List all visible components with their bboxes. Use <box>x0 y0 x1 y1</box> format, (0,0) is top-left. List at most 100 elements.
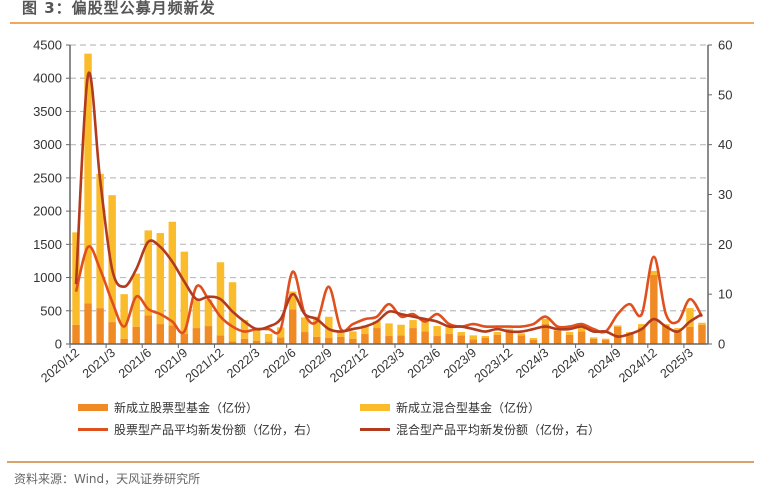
footer-divider <box>7 461 754 463</box>
left-axis-label: 4000 <box>33 71 62 86</box>
bar-mixed <box>361 325 369 335</box>
right-axis-label: 0 <box>718 337 725 352</box>
bar-mixed <box>674 328 682 333</box>
x-axis-label: 2023/3 <box>369 346 407 381</box>
x-axis-label: 2021/12 <box>183 346 227 386</box>
source-note: 资料来源：Wind，天风证券研究所 <box>14 472 201 486</box>
bar-equity <box>337 336 345 344</box>
x-axis-label: 2021/3 <box>80 346 118 381</box>
x-axis-label: 2023/6 <box>405 346 443 381</box>
x-axis-label: 2023/12 <box>472 346 516 386</box>
figure-title: 图 3：偏股型公募月频新发 <box>22 0 216 17</box>
bar-mixed <box>613 325 622 327</box>
bar-mixed <box>589 337 598 339</box>
bar-mixed <box>144 230 152 316</box>
left-axis-label: 2000 <box>33 204 62 219</box>
bar-mixed <box>180 251 189 335</box>
gridlines <box>70 44 708 312</box>
bar-equity <box>349 338 357 344</box>
bar-equity <box>469 339 477 344</box>
right-axis-label: 60 <box>718 38 732 53</box>
bar-mixed <box>264 334 273 342</box>
bar-equity <box>132 326 140 344</box>
legend-label: 新成立混合型基金（亿份） <box>396 401 541 415</box>
bar-equity <box>264 341 273 344</box>
legend-swatch-equity-line <box>78 428 108 431</box>
legend-swatch-mixed-bar <box>360 404 390 411</box>
bar-equity <box>325 338 333 344</box>
left-axis-label: 4500 <box>33 38 62 53</box>
bar-mixed <box>505 328 514 331</box>
bar-mixed <box>529 338 538 341</box>
chart-area: 0 500 1000 1500 2000 2500 3000 3500 4000 4500 0 10 2… <box>33 38 732 386</box>
bar-mixed <box>349 331 357 339</box>
bar-equity <box>529 340 538 344</box>
bar-equity <box>313 336 321 344</box>
legend-label: 混合型产品平均新发份额（亿份，右） <box>396 423 601 437</box>
bar-mixed <box>638 324 646 328</box>
bar-equity <box>361 334 369 344</box>
legend-item-mixed-line: 混合型产品平均新发份额（亿份，右） <box>360 421 600 438</box>
right-axis-label: 30 <box>718 187 732 202</box>
bar-mixed <box>433 326 441 337</box>
bar-equity <box>421 331 429 344</box>
legend-item-mixed-bar: 新成立混合型基金（亿份） <box>360 399 540 416</box>
bar-equity <box>433 336 441 344</box>
bar-equity <box>517 335 526 344</box>
bar-mixed <box>385 323 393 337</box>
left-axis-label: 0 <box>55 337 62 352</box>
right-axis-label: 20 <box>718 237 732 252</box>
bar-mixed <box>409 320 417 329</box>
bar-equity <box>144 315 152 344</box>
bar-equity <box>589 338 598 344</box>
bar-equity <box>180 334 189 344</box>
bar-mixed <box>686 308 694 327</box>
left-axis-label: 500 <box>40 303 62 318</box>
bar-mixed <box>301 317 309 333</box>
bar-mixed <box>421 320 429 332</box>
bar-mixed <box>337 330 345 337</box>
bar-mixed <box>313 316 321 337</box>
bar-mixed <box>650 270 658 275</box>
bar-equity <box>674 332 682 344</box>
bar-mixed <box>325 316 333 339</box>
line-series <box>74 71 704 338</box>
bar-equity <box>84 303 92 344</box>
bar-equity <box>553 330 562 344</box>
legend-swatch-equity-bar <box>78 404 108 411</box>
left-axis-label: 3000 <box>33 137 62 152</box>
bar-equity <box>204 326 213 344</box>
bar-mixed <box>240 320 249 339</box>
legend-item-equity-line: 股票型产品平均新发份额（亿份，右） <box>78 421 318 438</box>
x-axis-label: 2024/12 <box>616 346 660 386</box>
stacked-bars <box>72 53 706 344</box>
bar-mixed <box>120 294 128 339</box>
bar-equity <box>252 340 261 344</box>
bar-mixed <box>252 329 261 341</box>
bar-equity <box>662 325 670 344</box>
bar-equity <box>650 274 658 344</box>
x-axis-label: 2024/3 <box>513 346 551 381</box>
legend-swatch-mixed-line <box>360 428 390 431</box>
bar-equity <box>120 338 128 344</box>
bar-equity <box>288 309 297 344</box>
bar-mixed <box>192 300 201 329</box>
bar-equity <box>457 335 465 344</box>
legend-label: 股票型产品平均新发份额（亿份，右） <box>114 423 319 437</box>
bar-equity <box>686 326 694 344</box>
x-axis-label: 2022/12 <box>327 346 371 386</box>
bar-equity <box>168 325 177 344</box>
left-axis-label: 2500 <box>33 170 62 185</box>
bar-mixed <box>481 336 490 339</box>
bar-mixed <box>276 327 285 338</box>
bar-equity <box>240 338 249 344</box>
bar-mixed <box>397 324 405 336</box>
bar-equity <box>156 324 165 344</box>
x-axis-label: 2024/6 <box>549 346 587 381</box>
bar-mixed <box>132 273 140 327</box>
bar-equity <box>385 336 393 344</box>
bar-equity <box>577 331 586 344</box>
title-divider <box>10 22 754 24</box>
bar-mixed <box>445 326 453 335</box>
bar-equity <box>96 308 104 344</box>
